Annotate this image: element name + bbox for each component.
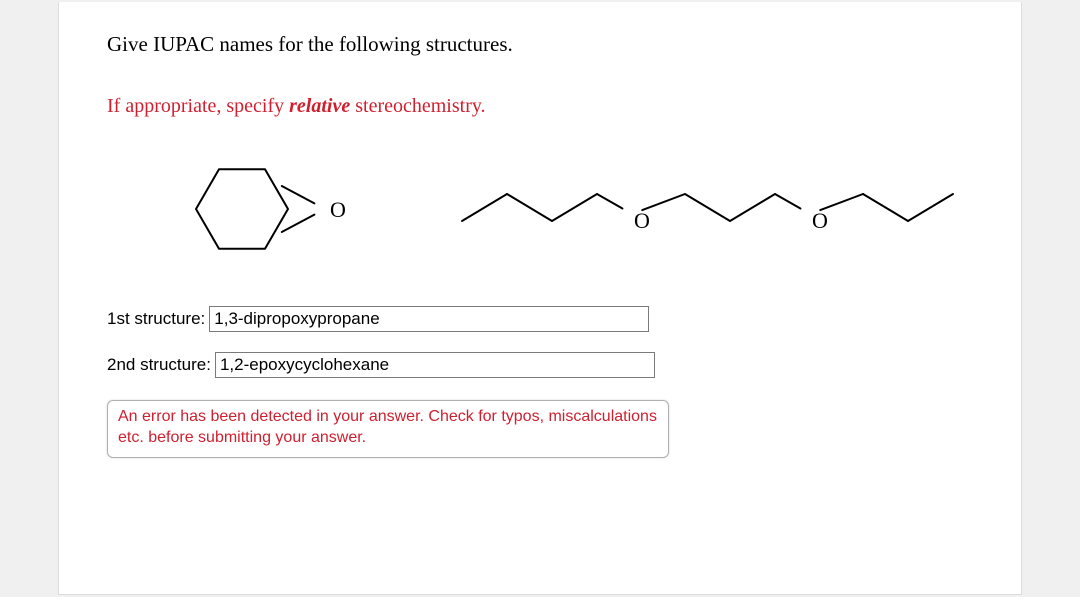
structure-2: O O [457, 169, 967, 249]
instruction-prefix: If appropriate, specify [107, 95, 289, 117]
svg-text:O: O [634, 208, 650, 233]
instruction-emphasis: relative [289, 95, 350, 117]
svg-text:O: O [330, 197, 346, 222]
structure-1: O [167, 144, 367, 274]
structures-row: O O O [107, 144, 971, 274]
answer-2-label: 2nd structure: [107, 355, 211, 375]
instruction-suffix: stereochemistry. [350, 95, 485, 117]
page-container: Give IUPAC names for the following struc… [0, 0, 1080, 597]
error-message-box: An error has been detected in your answe… [107, 400, 669, 458]
instruction-text: If appropriate, specify relative stereoc… [107, 95, 971, 118]
answer-row-2: 2nd structure: [107, 352, 971, 378]
answer-1-label: 1st structure: [107, 309, 205, 329]
question-panel: Give IUPAC names for the following struc… [58, 2, 1022, 595]
question-text: Give IUPAC names for the following struc… [107, 32, 971, 57]
answer-2-input[interactable] [215, 352, 655, 378]
answer-row-1: 1st structure: [107, 306, 971, 332]
answer-1-input[interactable] [209, 306, 649, 332]
svg-text:O: O [812, 208, 828, 233]
